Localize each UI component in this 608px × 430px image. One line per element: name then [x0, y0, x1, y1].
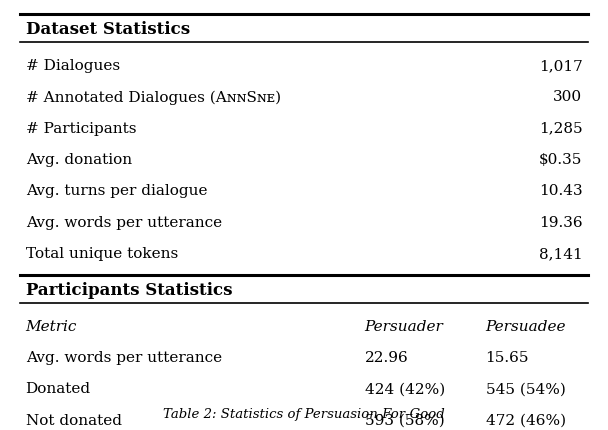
Text: 300: 300	[553, 90, 582, 104]
Text: Total unique tokens: Total unique tokens	[26, 247, 178, 261]
Text: Avg. donation: Avg. donation	[26, 153, 132, 167]
Text: $0.35: $0.35	[539, 153, 582, 167]
Text: 10.43: 10.43	[539, 184, 582, 198]
Text: # Dialogues: # Dialogues	[26, 59, 120, 73]
Text: 19.36: 19.36	[539, 215, 582, 230]
Text: Not donated: Not donated	[26, 414, 122, 428]
Text: 424 (42%): 424 (42%)	[365, 382, 445, 396]
Text: 545 (54%): 545 (54%)	[486, 382, 565, 396]
Text: Avg. turns per dialogue: Avg. turns per dialogue	[26, 184, 207, 198]
Text: 1,285: 1,285	[539, 122, 582, 135]
Text: 8,141: 8,141	[539, 247, 582, 261]
Text: Persuadee: Persuadee	[486, 320, 566, 334]
Text: # Annotated Dialogues (AɴɴSɴᴇ): # Annotated Dialogues (AɴɴSɴᴇ)	[26, 90, 281, 104]
Text: Table 2: Statistics of Persuasion-For-Good: Table 2: Statistics of Persuasion-For-Go…	[163, 408, 445, 421]
Text: 472 (46%): 472 (46%)	[486, 414, 565, 428]
Text: 15.65: 15.65	[486, 351, 529, 365]
Text: # Participants: # Participants	[26, 122, 136, 135]
Text: 22.96: 22.96	[365, 351, 409, 365]
Text: 1,017: 1,017	[539, 59, 582, 73]
Text: Donated: Donated	[26, 382, 91, 396]
Text: Metric: Metric	[26, 320, 77, 334]
Text: 593 (58%): 593 (58%)	[365, 414, 444, 428]
Text: Avg. words per utterance: Avg. words per utterance	[26, 215, 222, 230]
Text: Dataset Statistics: Dataset Statistics	[26, 21, 190, 38]
Text: Participants Statistics: Participants Statistics	[26, 282, 232, 299]
Text: Avg. words per utterance: Avg. words per utterance	[26, 351, 222, 365]
Text: Persuader: Persuader	[365, 320, 443, 334]
